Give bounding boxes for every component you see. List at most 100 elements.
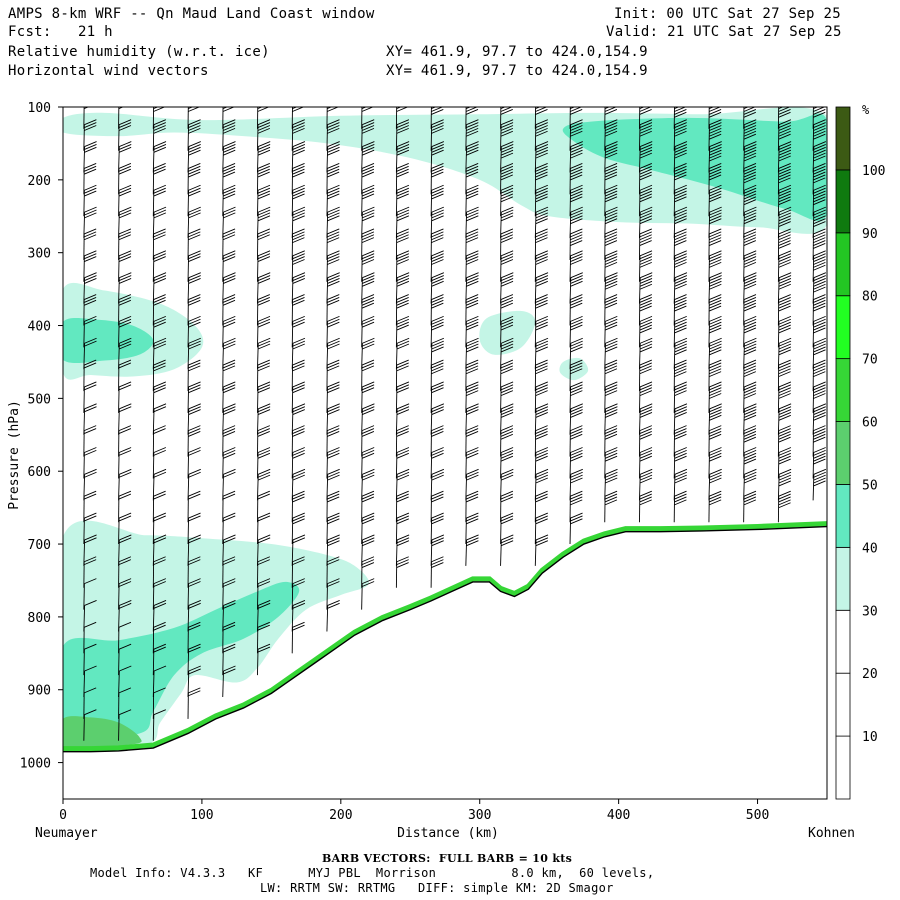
wind-barb [743, 315, 757, 348]
x-end-label-right: Kohnen [808, 826, 855, 841]
barb-feather [744, 447, 757, 453]
wind-barb [708, 359, 722, 392]
rh-region-6 [63, 716, 142, 749]
barb-feather [778, 280, 792, 287]
barb-feather [813, 302, 826, 309]
barb-shaft [465, 343, 468, 370]
barb-feather [153, 621, 166, 628]
barb-feather [222, 193, 236, 200]
barb-feather [570, 433, 583, 440]
barb-feather [223, 149, 236, 156]
barb-feather [570, 162, 583, 169]
barb-feather [743, 493, 757, 500]
barb-feather [188, 512, 201, 519]
barb-feather [223, 665, 236, 672]
wind-barb [777, 403, 792, 435]
barb-feather [605, 149, 618, 156]
barb-feather [500, 390, 514, 397]
barb-feather [501, 272, 514, 279]
x-tick-label: 300 [468, 808, 491, 823]
barb-feather [639, 187, 653, 194]
barb-feather [327, 184, 340, 191]
barb-shaft [291, 321, 294, 348]
barb-feather [361, 228, 375, 235]
barb-feather [466, 280, 479, 287]
barb-feather [778, 496, 791, 503]
barb-feather [118, 687, 132, 694]
barb-feather [674, 305, 687, 312]
barb-feather [535, 296, 548, 303]
barb-shaft [534, 452, 537, 479]
wind-barb [465, 512, 479, 545]
barb-shaft [257, 124, 259, 151]
barb-feather [327, 315, 340, 322]
barb-feather [605, 184, 618, 191]
barb-feather [257, 278, 271, 284]
barb-feather [674, 119, 687, 126]
barb-shaft [118, 474, 120, 501]
wind-barb [639, 184, 653, 217]
barb-feather [639, 324, 653, 331]
barb-feather [361, 215, 375, 222]
barb-feather [431, 144, 444, 150]
wind-barb [222, 556, 236, 588]
barb-feather [778, 155, 791, 162]
barb-shaft [569, 277, 572, 304]
barb-feather [813, 130, 826, 137]
barb-feather [396, 206, 410, 213]
barb-feather [500, 228, 514, 235]
wind-barb [187, 621, 201, 654]
barb-feather [153, 343, 167, 350]
barb-shaft [604, 146, 606, 173]
barb-feather [639, 499, 652, 506]
wind-barb [534, 425, 548, 457]
wind-barb [812, 162, 826, 195]
barb-feather [431, 318, 444, 325]
barb-feather [813, 381, 826, 388]
barb-feather [778, 144, 792, 150]
barb-feather [223, 278, 236, 284]
barb-feather [327, 343, 340, 350]
wind-barb [430, 556, 444, 588]
barb-feather [570, 212, 583, 219]
wind-barb [395, 534, 410, 566]
barb-shaft [430, 255, 433, 282]
barb-feather [778, 283, 791, 290]
barb-feather [223, 101, 235, 106]
barb-feather [778, 449, 792, 456]
barb-feather [639, 455, 653, 462]
wind-barb [395, 294, 409, 326]
barb-feather [535, 359, 548, 366]
barb-feather [709, 296, 722, 303]
barb-feather [292, 381, 305, 388]
wind-barb [812, 206, 827, 239]
barb-feather [431, 299, 444, 306]
barb-feather [639, 343, 653, 350]
barb-feather [709, 278, 722, 284]
barb-feather [188, 409, 201, 415]
barb-feather [465, 431, 479, 437]
barb-feather [223, 119, 236, 126]
barb-feather [744, 468, 757, 475]
barb-feather [118, 187, 132, 194]
barb-feather [222, 171, 236, 178]
wind-barb [812, 250, 826, 282]
barb-feather [709, 428, 722, 434]
barb-feather [605, 449, 618, 456]
wind-barb [118, 425, 132, 457]
barb-feather [778, 447, 792, 453]
barb-feather [119, 537, 132, 544]
barb-feather [292, 193, 305, 200]
barb-feather [778, 234, 791, 241]
barb-feather [188, 294, 201, 300]
barb-shaft [812, 277, 815, 304]
barb-feather [813, 231, 826, 238]
barb-shaft [534, 255, 537, 282]
barb-feather [257, 168, 270, 175]
barb-feather [813, 436, 826, 443]
wind-barb [222, 184, 236, 217]
barb-feather [535, 425, 548, 432]
barb-feather [396, 447, 410, 453]
barb-shaft [673, 212, 676, 239]
barb-feather [604, 296, 618, 303]
